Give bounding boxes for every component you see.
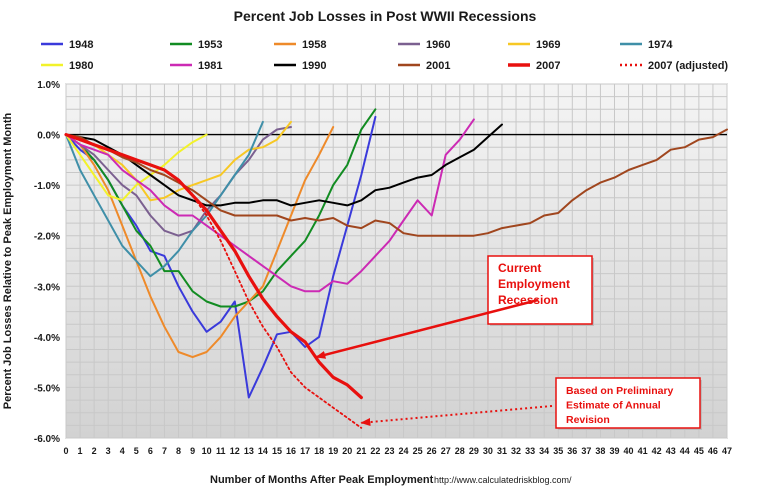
x-tick-label: 40 xyxy=(624,446,634,456)
x-tick-label: 27 xyxy=(441,446,451,456)
x-tick-label: 9 xyxy=(190,446,195,456)
x-tick-label: 17 xyxy=(300,446,310,456)
legend-label: 1990 xyxy=(302,60,326,72)
x-tick-label: 14 xyxy=(258,446,268,456)
source-url: http://www.calculatedriskblog.com/ xyxy=(434,475,572,485)
x-tick-label: 44 xyxy=(680,446,690,456)
x-tick-label: 7 xyxy=(162,446,167,456)
x-tick-label: 41 xyxy=(638,446,648,456)
annotation-text: Employment xyxy=(498,277,570,291)
chart-title: Percent Job Losses in Post WWII Recessio… xyxy=(233,8,537,24)
annotation-text: Revision xyxy=(566,414,610,426)
x-tick-label: 15 xyxy=(272,446,282,456)
legend-label: 1953 xyxy=(198,39,222,51)
x-tick-label: 31 xyxy=(497,446,507,456)
x-tick-label: 19 xyxy=(328,446,338,456)
x-tick-label: 47 xyxy=(722,446,732,456)
legend-label: 1969 xyxy=(536,39,560,51)
y-tick-label: 0.0% xyxy=(37,131,60,142)
series-line-2001 xyxy=(65,128,728,237)
x-tick-label: 39 xyxy=(609,446,619,456)
annotation-arrow xyxy=(360,405,553,427)
x-tick-label: 8 xyxy=(176,446,181,456)
y-tick-label: -2.0% xyxy=(34,232,60,243)
annotation-text: Estimate of Annual xyxy=(566,400,661,412)
legend-label: 2007 xyxy=(536,60,560,72)
annotation-box xyxy=(487,255,593,325)
x-tick-label: 22 xyxy=(370,446,380,456)
x-tick-label: 18 xyxy=(314,446,324,456)
x-tick-label: 28 xyxy=(455,446,465,456)
x-tick-label: 2 xyxy=(92,446,97,456)
x-tick-label: 35 xyxy=(553,446,563,456)
annotation-text: Based on Preliminary xyxy=(566,385,674,397)
x-tick-label: 4 xyxy=(120,446,125,456)
x-tick-label: 16 xyxy=(286,446,296,456)
x-tick-label: 38 xyxy=(595,446,605,456)
annotation-text: Current xyxy=(498,261,541,275)
y-tick-label: -5.0% xyxy=(34,383,60,394)
legend-label: 1980 xyxy=(69,60,93,72)
x-tick-label: 10 xyxy=(202,446,212,456)
y-tick-label: -3.0% xyxy=(34,282,60,293)
x-tick-label: 46 xyxy=(708,446,718,456)
annotation-arrow xyxy=(315,298,539,359)
x-tick-label: 3 xyxy=(106,446,111,456)
legend-label: 1981 xyxy=(198,60,222,72)
x-tick-label: 30 xyxy=(483,446,493,456)
x-tick-label: 23 xyxy=(384,446,394,456)
series-line-1981 xyxy=(65,118,475,293)
x-tick-label: 11 xyxy=(216,446,226,456)
x-tick-label: 37 xyxy=(581,446,591,456)
series-line-1953 xyxy=(65,108,377,308)
x-tick-label: 24 xyxy=(399,446,409,456)
x-tick-label: 36 xyxy=(567,446,577,456)
legend-label: 1960 xyxy=(426,39,450,51)
x-tick-label: 34 xyxy=(539,446,549,456)
x-tick-label: 45 xyxy=(694,446,704,456)
x-tick-label: 5 xyxy=(134,446,139,456)
x-axis-label: Number of Months After Peak Employment xyxy=(210,474,434,486)
x-tick-label: 12 xyxy=(230,446,240,456)
series-line-1980 xyxy=(65,133,208,202)
x-tick-label: 20 xyxy=(342,446,352,456)
x-tick-label: 1 xyxy=(78,446,83,456)
series-line-1990 xyxy=(65,123,503,207)
x-tick-label: 33 xyxy=(525,446,535,456)
x-tick-label: 25 xyxy=(413,446,423,456)
legend-label: 1974 xyxy=(648,39,673,51)
series-line-1974 xyxy=(65,120,264,278)
x-tick-label: 29 xyxy=(469,446,479,456)
legend-label: 2007 (adjusted) xyxy=(648,60,728,72)
x-tick-label: 32 xyxy=(511,446,521,456)
x-tick-label: 42 xyxy=(652,446,662,456)
x-tick-label: 6 xyxy=(148,446,153,456)
annotation-box xyxy=(555,377,701,429)
annotation-text: Recession xyxy=(498,293,558,307)
series-line-1960 xyxy=(65,126,292,237)
y-tick-label: -4.0% xyxy=(34,333,60,344)
legend-label: 1958 xyxy=(302,39,326,51)
series-line-1969 xyxy=(65,120,292,202)
y-tick-label: 1.0% xyxy=(37,80,60,91)
x-tick-label: 43 xyxy=(666,446,676,456)
y-tick-label: -6.0% xyxy=(34,434,60,445)
x-tick-label: 26 xyxy=(427,446,437,456)
x-tick-label: 0 xyxy=(63,446,68,456)
x-tick-label: 21 xyxy=(356,446,366,456)
series-line-2007-adjusted- xyxy=(65,133,363,429)
legend-label: 1948 xyxy=(69,39,93,51)
x-tick-label: 13 xyxy=(244,446,254,456)
y-tick-label: -1.0% xyxy=(34,181,60,192)
legend-label: 2001 xyxy=(426,60,450,72)
